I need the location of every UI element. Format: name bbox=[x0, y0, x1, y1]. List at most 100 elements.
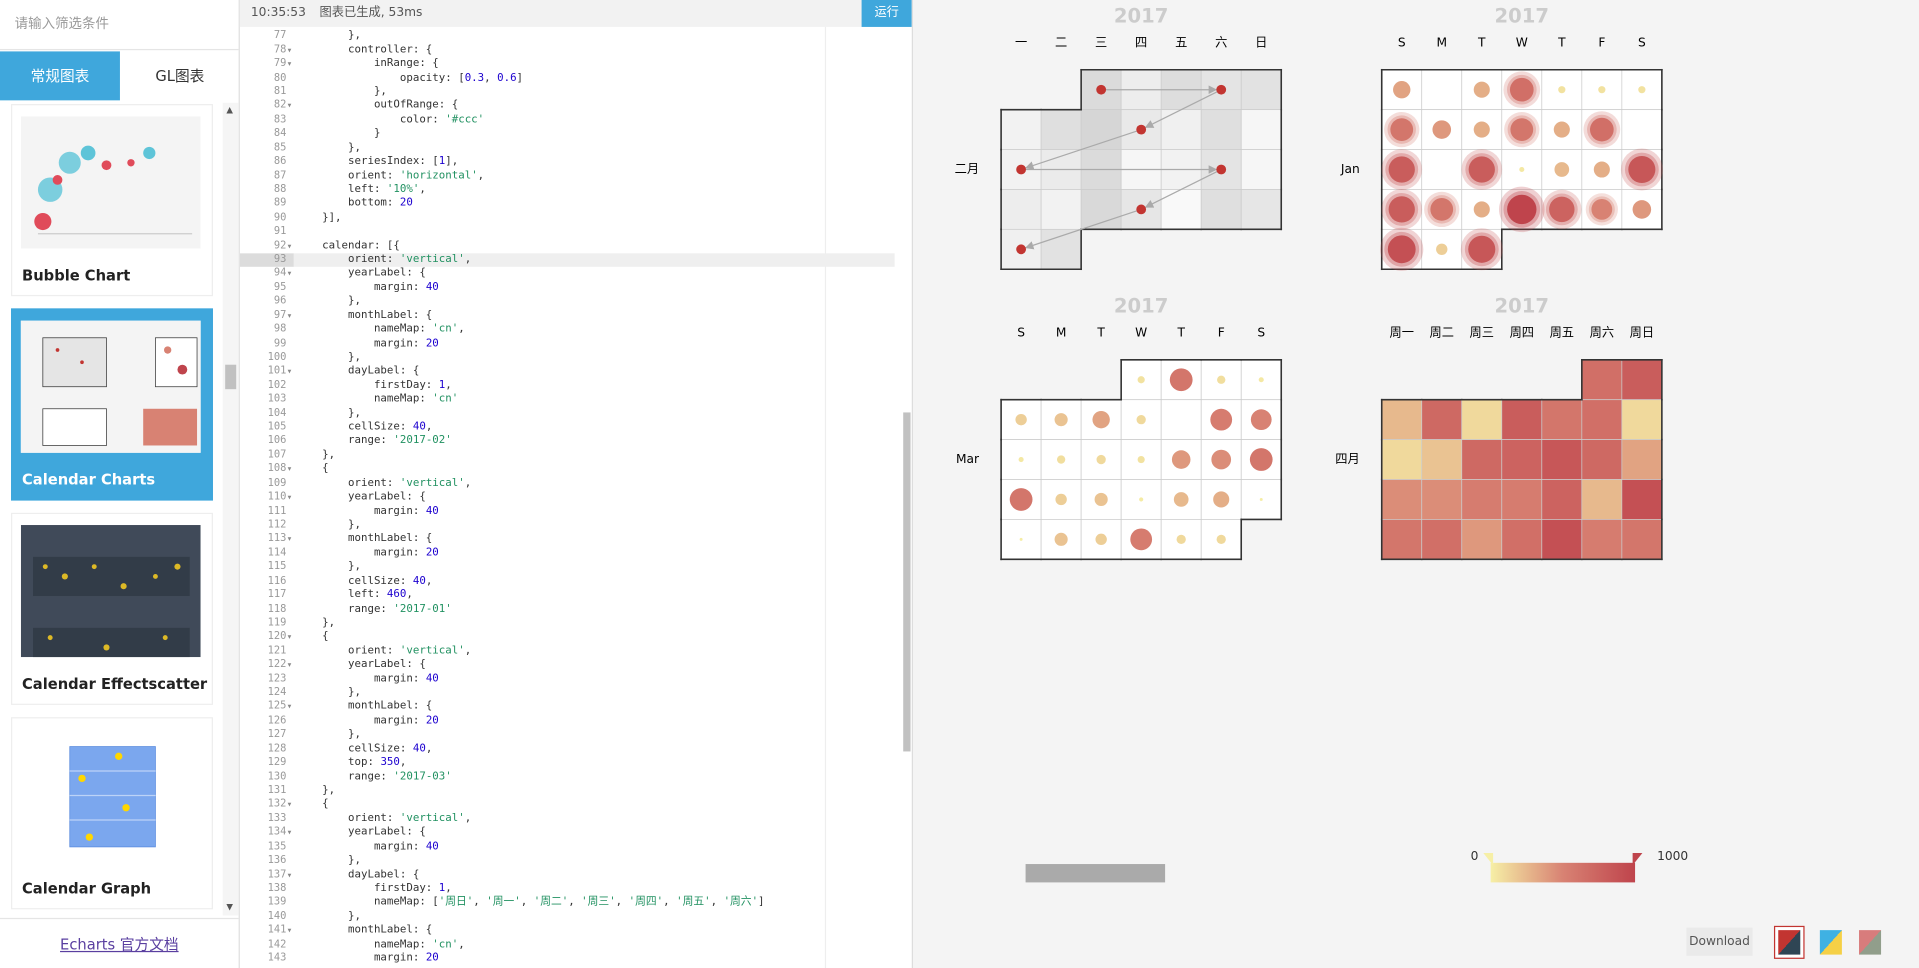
code-line: range: '2017-02' bbox=[296, 435, 452, 448]
code-line: }, bbox=[296, 910, 361, 923]
line-number: 123 bbox=[267, 672, 287, 685]
fold-marker: ▾ bbox=[287, 241, 292, 251]
heat-cell bbox=[1080, 189, 1122, 230]
example-title: Bubble Chart bbox=[22, 266, 131, 284]
download-button[interactable]: Download bbox=[1686, 927, 1753, 956]
thumbnail bbox=[20, 729, 201, 862]
line-number: 85 bbox=[273, 141, 287, 154]
code-line: orient: 'vertical', bbox=[296, 476, 472, 490]
bubble bbox=[1095, 533, 1107, 546]
code-line: monthLabel: { bbox=[296, 700, 433, 713]
bubble bbox=[1009, 488, 1033, 511]
graph-link bbox=[1144, 91, 1218, 128]
code-line: } bbox=[296, 127, 381, 140]
heat-cell bbox=[1421, 519, 1463, 560]
line-number: 121 bbox=[267, 644, 287, 657]
fold-marker: ▾ bbox=[287, 311, 292, 321]
code-line: nameMap: 'cn' bbox=[296, 393, 459, 406]
heat-cell bbox=[1381, 399, 1423, 440]
theme-option[interactable] bbox=[1819, 930, 1842, 955]
heat-cell bbox=[1160, 109, 1202, 150]
code-line: left: 460, bbox=[296, 588, 413, 602]
bubble bbox=[1137, 455, 1145, 464]
heat-cell bbox=[1160, 189, 1202, 230]
run-button[interactable]: 运行 bbox=[861, 0, 912, 27]
code-line: }, bbox=[296, 351, 361, 364]
bubble bbox=[1473, 201, 1490, 218]
example-card[interactable]: Calendar Effectscatter bbox=[11, 512, 213, 705]
example-card[interactable]: Calendar Charts bbox=[11, 308, 213, 501]
heat-cell bbox=[1461, 519, 1503, 560]
code-line: firstDay: 1, bbox=[296, 379, 452, 392]
bubble bbox=[1473, 121, 1490, 138]
code-line: margin: 20 bbox=[296, 714, 439, 727]
tab[interactable]: 常规图表 bbox=[0, 51, 120, 101]
fold-marker: ▾ bbox=[287, 870, 292, 880]
day-cell bbox=[1421, 69, 1463, 111]
bubble bbox=[1388, 156, 1415, 183]
editor-scroll-thumb[interactable] bbox=[903, 412, 911, 752]
scroll-thumb[interactable] bbox=[225, 364, 237, 390]
bubble bbox=[1589, 117, 1614, 142]
heat-cell bbox=[1240, 109, 1282, 150]
scrollbar[interactable]: ▲ ▼ bbox=[222, 102, 239, 916]
heat-cell bbox=[1501, 479, 1543, 520]
day-cell bbox=[1621, 109, 1663, 150]
line-number: 135 bbox=[267, 840, 287, 853]
line-number: 94 bbox=[273, 267, 287, 280]
line-number: 107 bbox=[267, 449, 287, 462]
bubble bbox=[1258, 377, 1264, 383]
graph-link bbox=[1144, 171, 1218, 208]
graph-visual-map[interactable] bbox=[1025, 864, 1166, 883]
line-number: 129 bbox=[267, 756, 287, 769]
code-line: }, bbox=[296, 29, 361, 42]
line-number: 127 bbox=[267, 728, 287, 741]
day-cell bbox=[1160, 399, 1202, 440]
day-label: F bbox=[1598, 35, 1605, 49]
fold-marker: ▾ bbox=[287, 465, 292, 475]
code-line: dayLabel: { bbox=[296, 868, 420, 881]
fold-marker: ▾ bbox=[287, 661, 292, 670]
bubble bbox=[1468, 156, 1495, 183]
heat-cell bbox=[1080, 109, 1122, 150]
bubble bbox=[1018, 457, 1024, 463]
thumbnail bbox=[20, 525, 201, 658]
theme-option[interactable] bbox=[1859, 930, 1882, 955]
example-card[interactable]: Bubble Chart bbox=[11, 104, 213, 297]
line-number: 110 bbox=[267, 490, 287, 504]
heat-cell bbox=[1621, 439, 1663, 480]
search-input[interactable]: 请输入筛选条件 bbox=[0, 0, 239, 51]
fold-marker: ▾ bbox=[287, 828, 292, 838]
line-number: 130 bbox=[267, 770, 287, 783]
code-line: }, bbox=[296, 518, 361, 532]
code-line: monthLabel: { bbox=[296, 924, 433, 937]
heat-cell bbox=[1581, 399, 1623, 440]
graph-node bbox=[1016, 244, 1027, 255]
code-line: margin: 20 bbox=[296, 546, 439, 560]
line-number: 118 bbox=[267, 602, 287, 616]
example-card[interactable]: Calendar Graph bbox=[11, 717, 213, 910]
code-line: }, bbox=[296, 560, 361, 574]
line-number: 106 bbox=[267, 435, 287, 448]
line-number: 133 bbox=[267, 812, 287, 825]
code-line: }, bbox=[296, 784, 336, 797]
docs-link[interactable]: Echarts 官方文档 bbox=[60, 936, 179, 954]
code-line: orient: 'vertical', bbox=[296, 812, 472, 825]
day-label: T bbox=[1176, 325, 1185, 339]
bubble bbox=[1136, 415, 1146, 425]
code-line: }, bbox=[296, 686, 361, 699]
code-line: }, bbox=[296, 141, 361, 154]
tab[interactable]: GL图表 bbox=[155, 67, 205, 85]
code-line: color: '#ccc' bbox=[296, 113, 485, 126]
scroll-down[interactable]: ▼ bbox=[226, 901, 234, 912]
code-line: }], bbox=[296, 211, 342, 224]
scroll-up[interactable]: ▲ bbox=[226, 105, 234, 116]
heat-cell bbox=[1240, 189, 1282, 230]
current-line-highlight bbox=[293, 253, 895, 268]
graph-node bbox=[1096, 84, 1107, 95]
line-number: 120 bbox=[267, 630, 287, 643]
status-message: 图表已生成, 53ms bbox=[319, 6, 423, 20]
day-label: 五 bbox=[1175, 35, 1187, 49]
day-label: T bbox=[1477, 35, 1486, 49]
